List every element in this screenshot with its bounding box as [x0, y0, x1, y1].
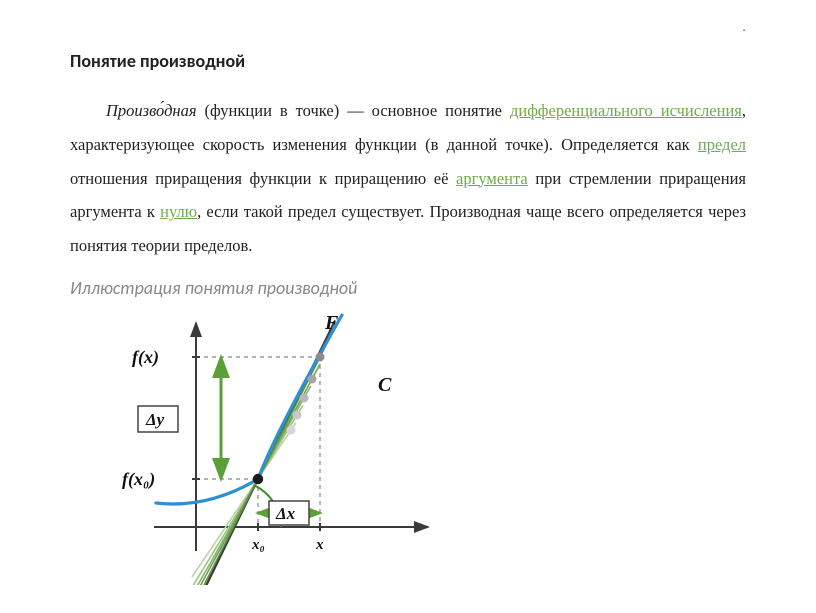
illustration-heading: Иллюстрация понятия производной: [70, 277, 746, 299]
derivative-illustration: αFCf(x)f(x₀)ΔyΔxx₀x: [100, 305, 746, 590]
svg-text:F: F: [324, 312, 339, 334]
svg-text:f(x₀): f(x₀): [122, 469, 155, 490]
term-italic: Произво́дная: [106, 101, 197, 120]
link-argument[interactable]: аргумента: [456, 169, 528, 188]
link-differential-calculus[interactable]: дифференциального исчисления: [510, 101, 742, 120]
asterisk-bullet: .: [742, 18, 746, 34]
svg-text:x₀: x₀: [251, 537, 265, 553]
svg-text:C: C: [378, 374, 392, 396]
section-heading: Понятие производной: [70, 50, 746, 72]
svg-text:x: x: [315, 537, 324, 553]
text-run: отношения приращения функции к приращени…: [70, 169, 456, 188]
definition-paragraph: Произво́дная (функции в точке) — основно…: [70, 94, 746, 263]
derivative-chart-svg: αFCf(x)f(x₀)ΔyΔxx₀x: [100, 305, 440, 585]
link-limit[interactable]: предел: [698, 135, 746, 154]
svg-text:Δy: Δy: [145, 410, 165, 429]
link-zero[interactable]: нулю: [160, 202, 197, 221]
text-run: (функции в точке) — основное понятие: [197, 101, 510, 120]
svg-text:Δx: Δx: [275, 504, 296, 523]
document-body: Понятие производной Произво́дная (функци…: [0, 0, 816, 590]
svg-text:f(x): f(x): [132, 347, 159, 368]
